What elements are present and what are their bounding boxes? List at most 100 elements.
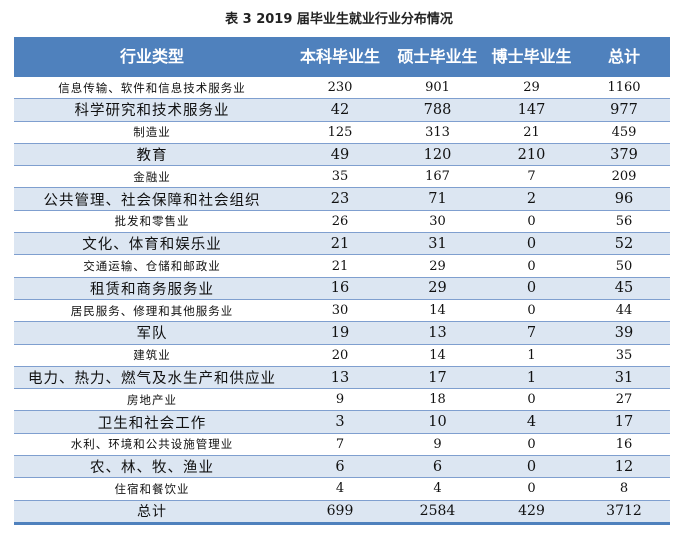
table-row: 居民服务、修理和其他服务业 30 14 0 44 — [14, 299, 670, 323]
cell-doctor: 0 — [485, 299, 578, 323]
cell-bachelor: 26 — [290, 210, 390, 234]
cell-bachelor: 3 — [290, 410, 390, 434]
cell-total: 52 — [578, 232, 670, 256]
cell-industry: 建筑业 — [14, 344, 290, 367]
cell-master: 901 — [390, 77, 485, 100]
table-row: 科学研究和技术服务业 42 788 147 977 — [14, 98, 670, 122]
cell-industry: 水利、环境和公共设施管理业 — [14, 433, 290, 457]
cell-master: 17 — [390, 366, 485, 390]
cell-total: 56 — [578, 210, 670, 234]
cell-doctor: 2 — [485, 187, 578, 211]
cell-bachelor: 13 — [290, 366, 390, 390]
cell-master: 29 — [390, 277, 485, 300]
cell-total: 459 — [578, 121, 670, 144]
cell-bachelor: 21 — [290, 232, 390, 256]
total-industry: 总计 — [14, 500, 290, 525]
cell-master: 167 — [390, 165, 485, 189]
cell-total: 45 — [578, 277, 670, 300]
header-row: 行业类型 本科毕业生 硕士毕业生 博士毕业生 总计 — [14, 37, 670, 77]
cell-doctor: 1 — [485, 344, 578, 367]
cell-master: 120 — [390, 143, 485, 167]
cell-total: 12 — [578, 455, 670, 479]
table-row: 军队 19 13 7 39 — [14, 321, 670, 345]
cell-doctor: 0 — [485, 254, 578, 278]
cell-bachelor: 9 — [290, 388, 390, 412]
cell-total: 35 — [578, 344, 670, 367]
cell-bachelor: 125 — [290, 121, 390, 144]
cell-industry: 文化、体育和娱乐业 — [14, 232, 290, 256]
cell-bachelor: 49 — [290, 143, 390, 167]
cell-industry: 军队 — [14, 321, 290, 345]
cell-doctor: 21 — [485, 121, 578, 144]
cell-total: 16 — [578, 433, 670, 457]
table-row: 建筑业 20 14 1 35 — [14, 344, 670, 367]
cell-doctor: 0 — [485, 277, 578, 300]
total-doctor: 429 — [485, 500, 578, 525]
cell-industry: 住宿和餐饮业 — [14, 477, 290, 501]
cell-doctor: 210 — [485, 143, 578, 167]
cell-doctor: 0 — [485, 232, 578, 256]
industry-distribution-table: 行业类型 本科毕业生 硕士毕业生 博士毕业生 总计 信息传输、软件和信息技术服务… — [14, 37, 670, 525]
cell-bachelor: 20 — [290, 344, 390, 367]
cell-master: 30 — [390, 210, 485, 234]
cell-total: 379 — [578, 143, 670, 167]
table-row: 制造业 125 313 21 459 — [14, 121, 670, 144]
cell-doctor: 4 — [485, 410, 578, 434]
table-row: 信息传输、软件和信息技术服务业 230 901 29 1160 — [14, 77, 670, 100]
cell-total: 1160 — [578, 77, 670, 100]
cell-master: 13 — [390, 321, 485, 345]
cell-bachelor: 230 — [290, 77, 390, 100]
cell-industry: 交通运输、仓储和邮政业 — [14, 254, 290, 278]
cell-master: 14 — [390, 299, 485, 323]
cell-master: 31 — [390, 232, 485, 256]
cell-master: 29 — [390, 254, 485, 278]
cell-industry: 卫生和社会工作 — [14, 410, 290, 434]
cell-industry: 批发和零售业 — [14, 210, 290, 234]
cell-industry: 金融业 — [14, 165, 290, 189]
cell-doctor: 0 — [485, 477, 578, 501]
cell-doctor: 0 — [485, 388, 578, 412]
total-bachelor: 699 — [290, 500, 390, 525]
cell-industry: 公共管理、社会保障和社会组织 — [14, 187, 290, 211]
cell-total: 209 — [578, 165, 670, 189]
cell-total: 50 — [578, 254, 670, 278]
cell-bachelor: 4 — [290, 477, 390, 501]
table-row: 文化、体育和娱乐业 21 31 0 52 — [14, 232, 670, 256]
header-master: 硕士毕业生 — [390, 37, 485, 77]
cell-master: 6 — [390, 455, 485, 479]
cell-total: 17 — [578, 410, 670, 434]
table-row: 交通运输、仓储和邮政业 21 29 0 50 — [14, 254, 670, 278]
table-row: 卫生和社会工作 3 10 4 17 — [14, 410, 670, 434]
header-total: 总计 — [578, 37, 670, 77]
total-total: 3712 — [578, 500, 670, 525]
cell-industry: 制造业 — [14, 121, 290, 144]
cell-bachelor: 19 — [290, 321, 390, 345]
cell-doctor: 147 — [485, 98, 578, 122]
cell-industry: 居民服务、修理和其他服务业 — [14, 299, 290, 323]
cell-industry: 租赁和商务服务业 — [14, 277, 290, 300]
cell-master: 4 — [390, 477, 485, 501]
table-row: 金融业 35 167 7 209 — [14, 165, 670, 189]
header-doctor: 博士毕业生 — [485, 37, 578, 77]
header-bachelor: 本科毕业生 — [290, 37, 390, 77]
cell-doctor: 7 — [485, 321, 578, 345]
table-row: 租赁和商务服务业 16 29 0 45 — [14, 277, 670, 300]
cell-doctor: 0 — [485, 210, 578, 234]
cell-industry: 农、林、牧、渔业 — [14, 455, 290, 479]
table-title: 表 3 2019 届毕业生就业行业分布情况 — [225, 12, 453, 27]
table-row: 批发和零售业 26 30 0 56 — [14, 210, 670, 234]
cell-master: 71 — [390, 187, 485, 211]
cell-master: 9 — [390, 433, 485, 457]
cell-master: 313 — [390, 121, 485, 144]
cell-bachelor: 23 — [290, 187, 390, 211]
cell-industry: 电力、热力、燃气及水生产和供应业 — [14, 366, 290, 390]
cell-total: 8 — [578, 477, 670, 501]
cell-bachelor: 42 — [290, 98, 390, 122]
cell-doctor: 1 — [485, 366, 578, 390]
table-row: 房地产业 9 18 0 27 — [14, 388, 670, 412]
table-row: 住宿和餐饮业 4 4 0 8 — [14, 477, 670, 501]
table-row: 水利、环境和公共设施管理业 7 9 0 16 — [14, 433, 670, 457]
cell-industry: 科学研究和技术服务业 — [14, 98, 290, 122]
cell-total: 39 — [578, 321, 670, 345]
cell-doctor: 29 — [485, 77, 578, 100]
